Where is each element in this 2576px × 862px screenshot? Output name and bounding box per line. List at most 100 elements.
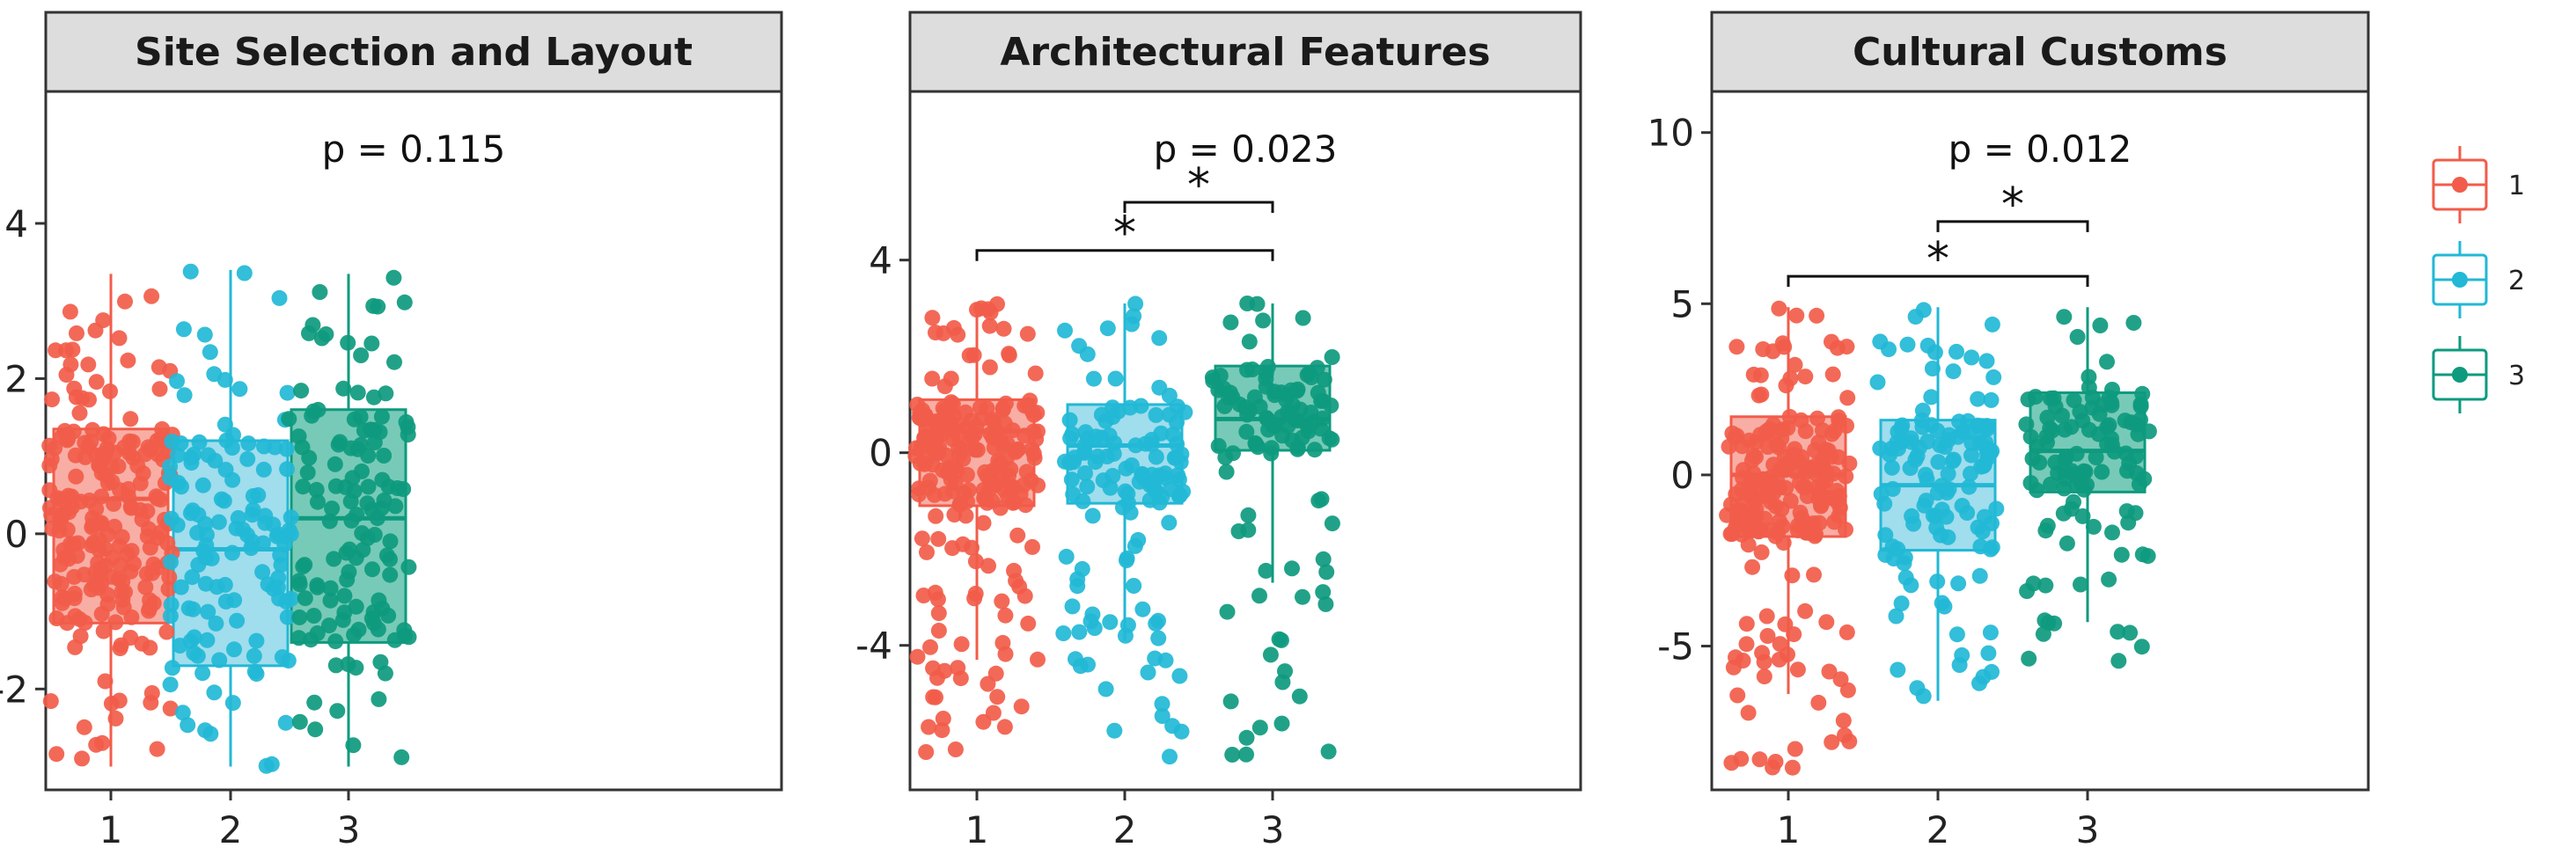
- y-tick-label: 5: [1670, 282, 1694, 325]
- data-point: [943, 394, 959, 411]
- data-point: [1934, 478, 1949, 494]
- data-point: [1238, 729, 1255, 746]
- data-point: [1750, 522, 1767, 539]
- data-point: [278, 441, 295, 457]
- data-point: [74, 750, 91, 767]
- data-point: [1838, 468, 1854, 485]
- data-point: [1911, 439, 1927, 456]
- data-point: [1924, 361, 1941, 376]
- data-point: [1238, 423, 1255, 440]
- data-point: [343, 512, 360, 529]
- legend-entry-3: 3: [2432, 336, 2525, 413]
- points-group-1: [41, 288, 180, 767]
- data-point: [2018, 416, 2035, 433]
- data-point: [1237, 398, 1253, 415]
- data-point: [1084, 508, 1101, 524]
- data-point: [1826, 514, 1843, 530]
- data-point: [1831, 500, 1848, 515]
- data-point: [145, 556, 162, 573]
- data-point: [982, 426, 999, 442]
- data-point: [2074, 508, 2091, 524]
- data-point: [2059, 535, 2075, 552]
- data-point: [921, 479, 937, 496]
- data-point: [371, 690, 387, 707]
- data-point: [958, 508, 974, 524]
- data-point: [1811, 515, 1828, 531]
- x-tick-label: 3: [2076, 808, 2100, 851]
- data-point: [200, 603, 217, 620]
- data-point: [1251, 720, 1268, 736]
- data-point: [295, 559, 312, 574]
- data-point: [1738, 636, 1755, 653]
- data-point: [1022, 392, 1038, 409]
- data-point: [1224, 747, 1241, 763]
- data-point: [1016, 588, 1033, 604]
- data-point: [107, 710, 124, 727]
- data-point: [327, 478, 344, 494]
- data-point: [1984, 316, 2000, 332]
- data-point: [928, 689, 943, 705]
- data-point: [1134, 465, 1150, 482]
- data-point: [245, 488, 261, 504]
- points-group-2: [162, 263, 299, 774]
- data-point: [1890, 661, 1906, 678]
- data-point: [1161, 387, 1178, 404]
- data-point: [919, 544, 935, 560]
- data-point: [1723, 526, 1740, 543]
- data-point: [1775, 535, 1792, 552]
- data-point: [911, 409, 928, 426]
- data-point: [1765, 416, 1781, 433]
- data-point: [921, 719, 937, 735]
- data-point: [1745, 448, 1762, 464]
- data-point: [1787, 464, 1803, 480]
- data-point: [2056, 309, 2073, 325]
- data-point: [84, 519, 100, 536]
- data-point: [1903, 577, 1919, 594]
- data-point: [1171, 668, 1188, 684]
- data-point: [327, 633, 344, 650]
- x-tick-label: 2: [219, 808, 243, 851]
- data-point: [386, 632, 403, 648]
- x-tick-label: 1: [99, 808, 123, 851]
- data-point: [1982, 625, 1999, 641]
- data-point: [1085, 370, 1102, 387]
- data-point: [2031, 454, 2048, 471]
- data-point: [1985, 369, 2002, 385]
- data-point: [386, 354, 402, 370]
- data-point: [2037, 612, 2053, 629]
- data-point: [263, 756, 280, 772]
- data-point: [244, 507, 261, 523]
- data-point: [1758, 608, 1775, 625]
- data-point: [2127, 449, 2144, 465]
- data-point: [1289, 381, 1306, 398]
- data-point: [1314, 410, 1331, 427]
- data-point: [1725, 659, 1742, 676]
- data-point: [984, 411, 1001, 427]
- data-point: [88, 374, 105, 391]
- data-point: [132, 475, 149, 492]
- data-point: [120, 488, 136, 505]
- data-point: [1782, 493, 1799, 509]
- points-group-3: [2018, 309, 2157, 669]
- data-point: [1161, 515, 1178, 531]
- data-point: [916, 429, 933, 446]
- data-point: [2019, 583, 2036, 599]
- data-point: [62, 303, 78, 320]
- data-point: [1218, 464, 1235, 480]
- data-point: [1055, 625, 1072, 641]
- data-point: [1971, 675, 1987, 691]
- data-point: [268, 528, 285, 544]
- data-point: [2113, 546, 2130, 563]
- legend-key-point: [2452, 272, 2468, 288]
- data-point: [48, 342, 64, 359]
- data-point: [1877, 527, 1894, 544]
- points-group-2: [1055, 296, 1193, 765]
- data-point: [123, 543, 140, 559]
- data-point: [97, 673, 114, 690]
- data-point: [152, 524, 169, 541]
- data-point: [66, 590, 83, 607]
- data-point: [208, 615, 224, 632]
- data-point: [1057, 322, 1073, 339]
- data-point: [176, 387, 193, 404]
- data-point: [137, 579, 154, 595]
